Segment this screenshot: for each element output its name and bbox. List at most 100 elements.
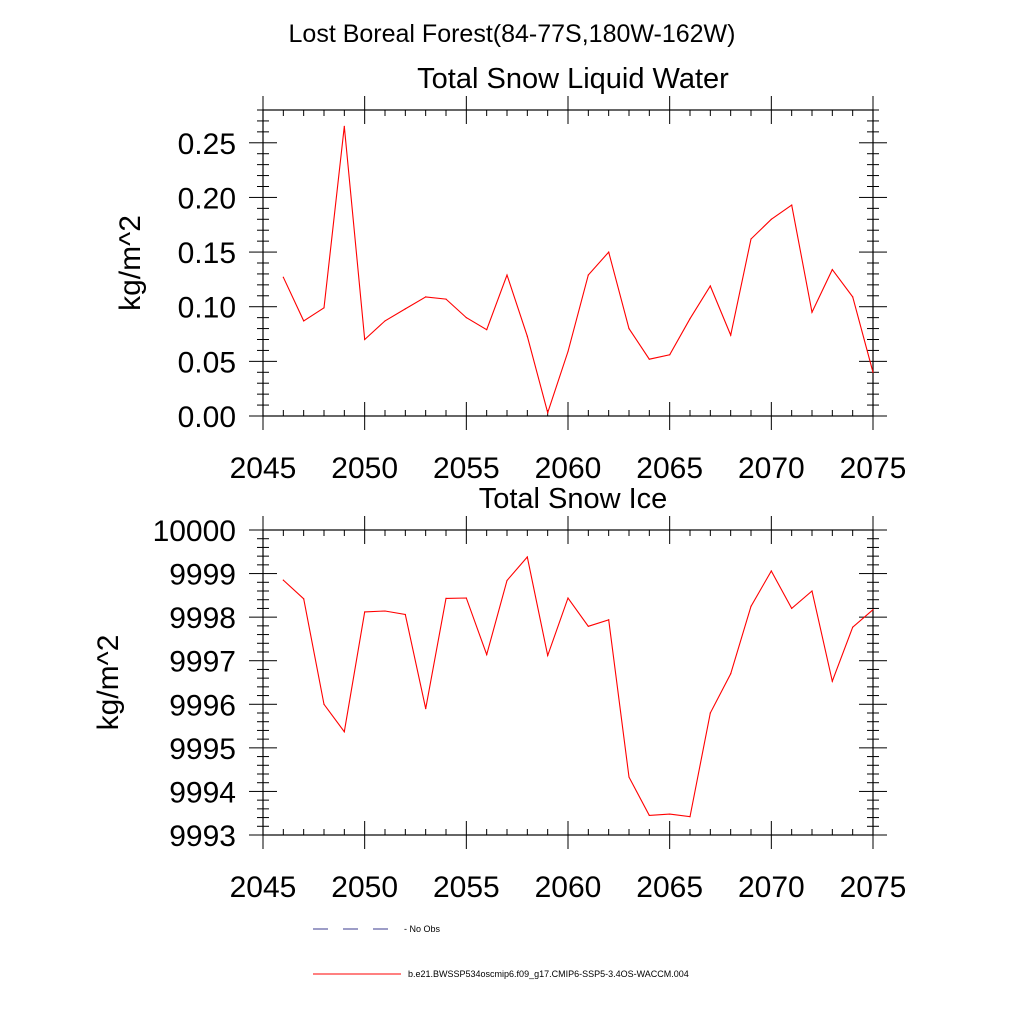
data-point: [872, 371, 874, 373]
panel-title: Total Snow Liquid Water: [417, 63, 729, 95]
x-tick-label: 2060: [535, 452, 602, 485]
panels: Total Snow Liquid Water 2045 2050 2055 2060 2…: [92, 63, 906, 904]
data-point: [852, 626, 854, 628]
panel-title: Total Snow Ice: [479, 483, 668, 515]
data-point: [506, 579, 508, 582]
x-tick-label: 2075: [840, 871, 907, 904]
plot-frame: [262, 529, 874, 836]
data-point: [587, 625, 589, 627]
y-tick-label: 0.10: [178, 292, 236, 325]
x-tick-label: 2070: [738, 871, 805, 904]
data-point: [648, 358, 650, 360]
plot-frame: [262, 109, 874, 417]
data-point: [628, 776, 630, 778]
data-point: [364, 338, 366, 341]
y-tick-label: 0.20: [178, 182, 236, 215]
data-point: [303, 320, 305, 322]
legend-label: b.e21.BWSSP534oscmip6.f09_g17.CMIP6-SSP5…: [408, 969, 689, 979]
legend-entry: b.e21.BWSSP534oscmip6.f09_g17.CMIP6-SSP5…: [313, 969, 689, 979]
data-point: [811, 590, 813, 592]
data-point: [689, 816, 691, 818]
data-point: [526, 556, 528, 558]
data-point: [425, 708, 427, 710]
data-point: [872, 609, 874, 611]
data-point: [567, 597, 569, 599]
data-point: [547, 412, 549, 414]
data-point: [384, 320, 386, 322]
data-point: [445, 597, 447, 600]
x-tick-label: 2060: [535, 871, 602, 904]
data-point: [628, 327, 630, 330]
data-point: [750, 605, 752, 607]
data-point: [465, 317, 467, 319]
data-point: [730, 334, 732, 336]
data-point: [486, 329, 488, 331]
x-tick-label: 2075: [840, 452, 907, 485]
y-axis-label: kg/m^2: [92, 635, 125, 731]
y-tick-label: 9997: [169, 646, 236, 679]
data-point: [730, 673, 732, 675]
x-tick-label: 2065: [636, 452, 703, 485]
y-tick-label: 0.05: [178, 346, 236, 379]
panel-2: Total Snow Ice 2045 2050 2055 2060 2065 2070 20…: [92, 483, 906, 904]
y-tick-label: 0.00: [178, 401, 236, 434]
legend: - No Obs b.e21.BWSSP534oscmip6.f09_g17.CM…: [313, 924, 689, 979]
data-point: [770, 570, 772, 572]
data-point: [587, 274, 589, 276]
x-tick-label: 2045: [230, 452, 297, 485]
data-point: [364, 611, 366, 613]
data-point: [669, 813, 671, 815]
data-point: [425, 296, 427, 298]
data-point: [404, 613, 406, 616]
y-axis-label: kg/m^2: [114, 215, 147, 311]
data-point: [506, 274, 508, 276]
y-tick-label: 10000: [153, 515, 236, 548]
data-point: [709, 712, 711, 714]
data-point: [750, 238, 752, 240]
legend-label: - No Obs: [404, 924, 441, 934]
data-point: [811, 311, 813, 313]
data-point: [770, 218, 772, 220]
data-point: [323, 703, 325, 705]
data-point: [465, 597, 467, 599]
series-line: [282, 126, 874, 415]
data-point: [282, 276, 284, 278]
y-tick-label: 0.25: [178, 128, 236, 161]
data-point: [567, 350, 569, 353]
data-point: [343, 125, 345, 127]
data-point: [486, 654, 488, 656]
y-tick-label: 9999: [169, 559, 236, 592]
data-point: [791, 607, 793, 610]
data-point: [445, 298, 447, 300]
data-point: [404, 308, 406, 310]
x-tick-label: 2050: [331, 452, 398, 485]
figure-suptitle: Lost Boreal Forest(84-77S,180W-162W): [289, 20, 736, 48]
data-point: [323, 307, 325, 309]
data-point: [282, 579, 284, 581]
x-tick-label: 2045: [230, 871, 297, 904]
x-tick-label: 2055: [433, 871, 500, 904]
data-point: [709, 285, 711, 287]
y-tick-label: 9994: [169, 776, 236, 809]
data-point: [384, 610, 386, 612]
y-tick-label: 9996: [169, 689, 236, 722]
x-tick-label: 2070: [738, 452, 805, 485]
data-point: [608, 251, 610, 253]
series-line: [282, 555, 874, 818]
data-point: [791, 204, 793, 206]
data-point: [608, 619, 610, 621]
data-point: [831, 680, 833, 682]
x-tick-label: 2055: [433, 452, 500, 485]
y-tick-label: 0.15: [178, 237, 236, 270]
data-point: [547, 654, 549, 657]
x-tick-label: 2050: [331, 871, 398, 904]
y-tick-label: 9995: [169, 733, 236, 766]
x-tick-label: 2065: [636, 871, 703, 904]
data-point: [303, 598, 305, 600]
y-tick-label: 9993: [169, 820, 236, 853]
y-tick-label: 9998: [169, 602, 236, 635]
panel-1: Total Snow Liquid Water 2045 2050 2055 2060 2…: [114, 63, 906, 485]
data-point: [831, 268, 833, 271]
data-point: [689, 318, 691, 320]
